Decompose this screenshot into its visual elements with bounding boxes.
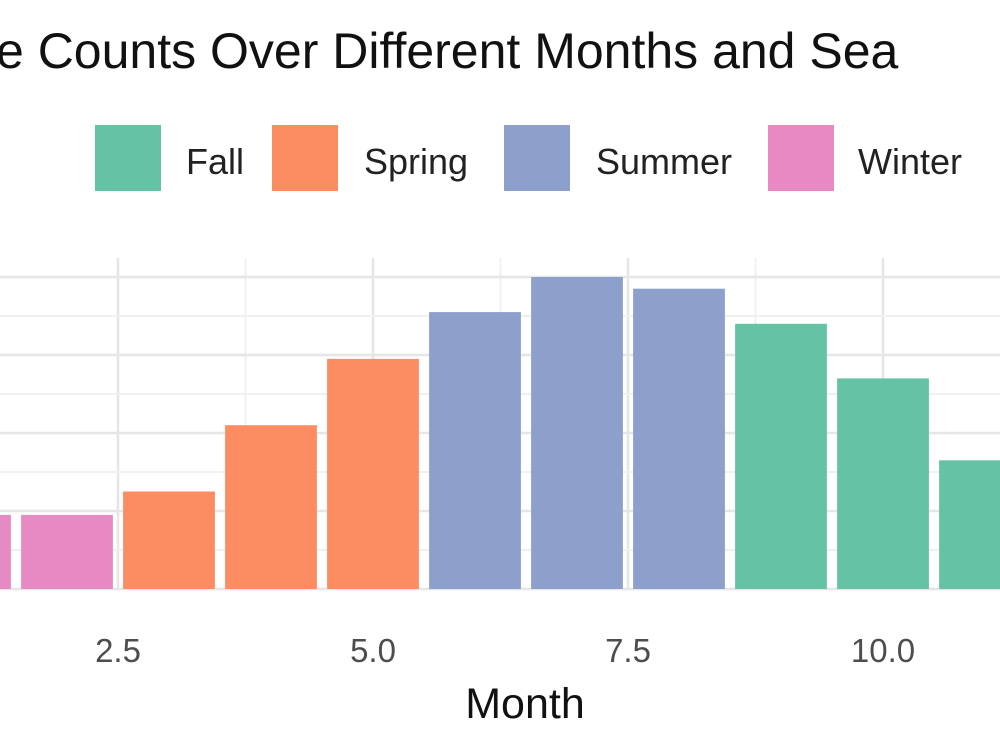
x-tick-label: 10.0 xyxy=(851,632,915,669)
chart-title: e Counts Over Different Months and Sea xyxy=(0,23,899,79)
bar-month-11 xyxy=(939,460,1000,589)
bars xyxy=(0,277,1000,589)
x-axis-ticks: 2.5 5.0 7.5 10.0 xyxy=(95,632,915,669)
bar-month-6 xyxy=(429,312,521,589)
bar-month-8 xyxy=(633,288,725,589)
legend-key-fall xyxy=(95,125,161,191)
legend-key-spring xyxy=(272,125,338,191)
bar-month-9 xyxy=(735,323,827,589)
legend: Fall Spring Summer Winter xyxy=(95,125,962,191)
legend-label-fall: Fall xyxy=(186,141,244,182)
x-tick-label: 7.5 xyxy=(605,632,651,669)
bar-month-5 xyxy=(327,358,419,589)
bar-month-2 xyxy=(21,514,113,589)
legend-key-summer xyxy=(504,125,570,191)
bar-month-10 xyxy=(837,378,929,589)
x-tick-label: 2.5 xyxy=(95,632,141,669)
x-tick-label: 5.0 xyxy=(350,632,396,669)
legend-key-winter xyxy=(768,125,834,191)
x-axis-title: Month xyxy=(465,680,585,728)
bar-month-1 xyxy=(0,514,11,589)
legend-label-summer: Summer xyxy=(596,141,732,182)
bar-month-4 xyxy=(225,425,317,589)
legend-label-spring: Spring xyxy=(364,141,468,182)
bar-month-7 xyxy=(531,277,623,589)
legend-label-winter: Winter xyxy=(858,141,962,182)
bar-month-3 xyxy=(123,491,215,589)
